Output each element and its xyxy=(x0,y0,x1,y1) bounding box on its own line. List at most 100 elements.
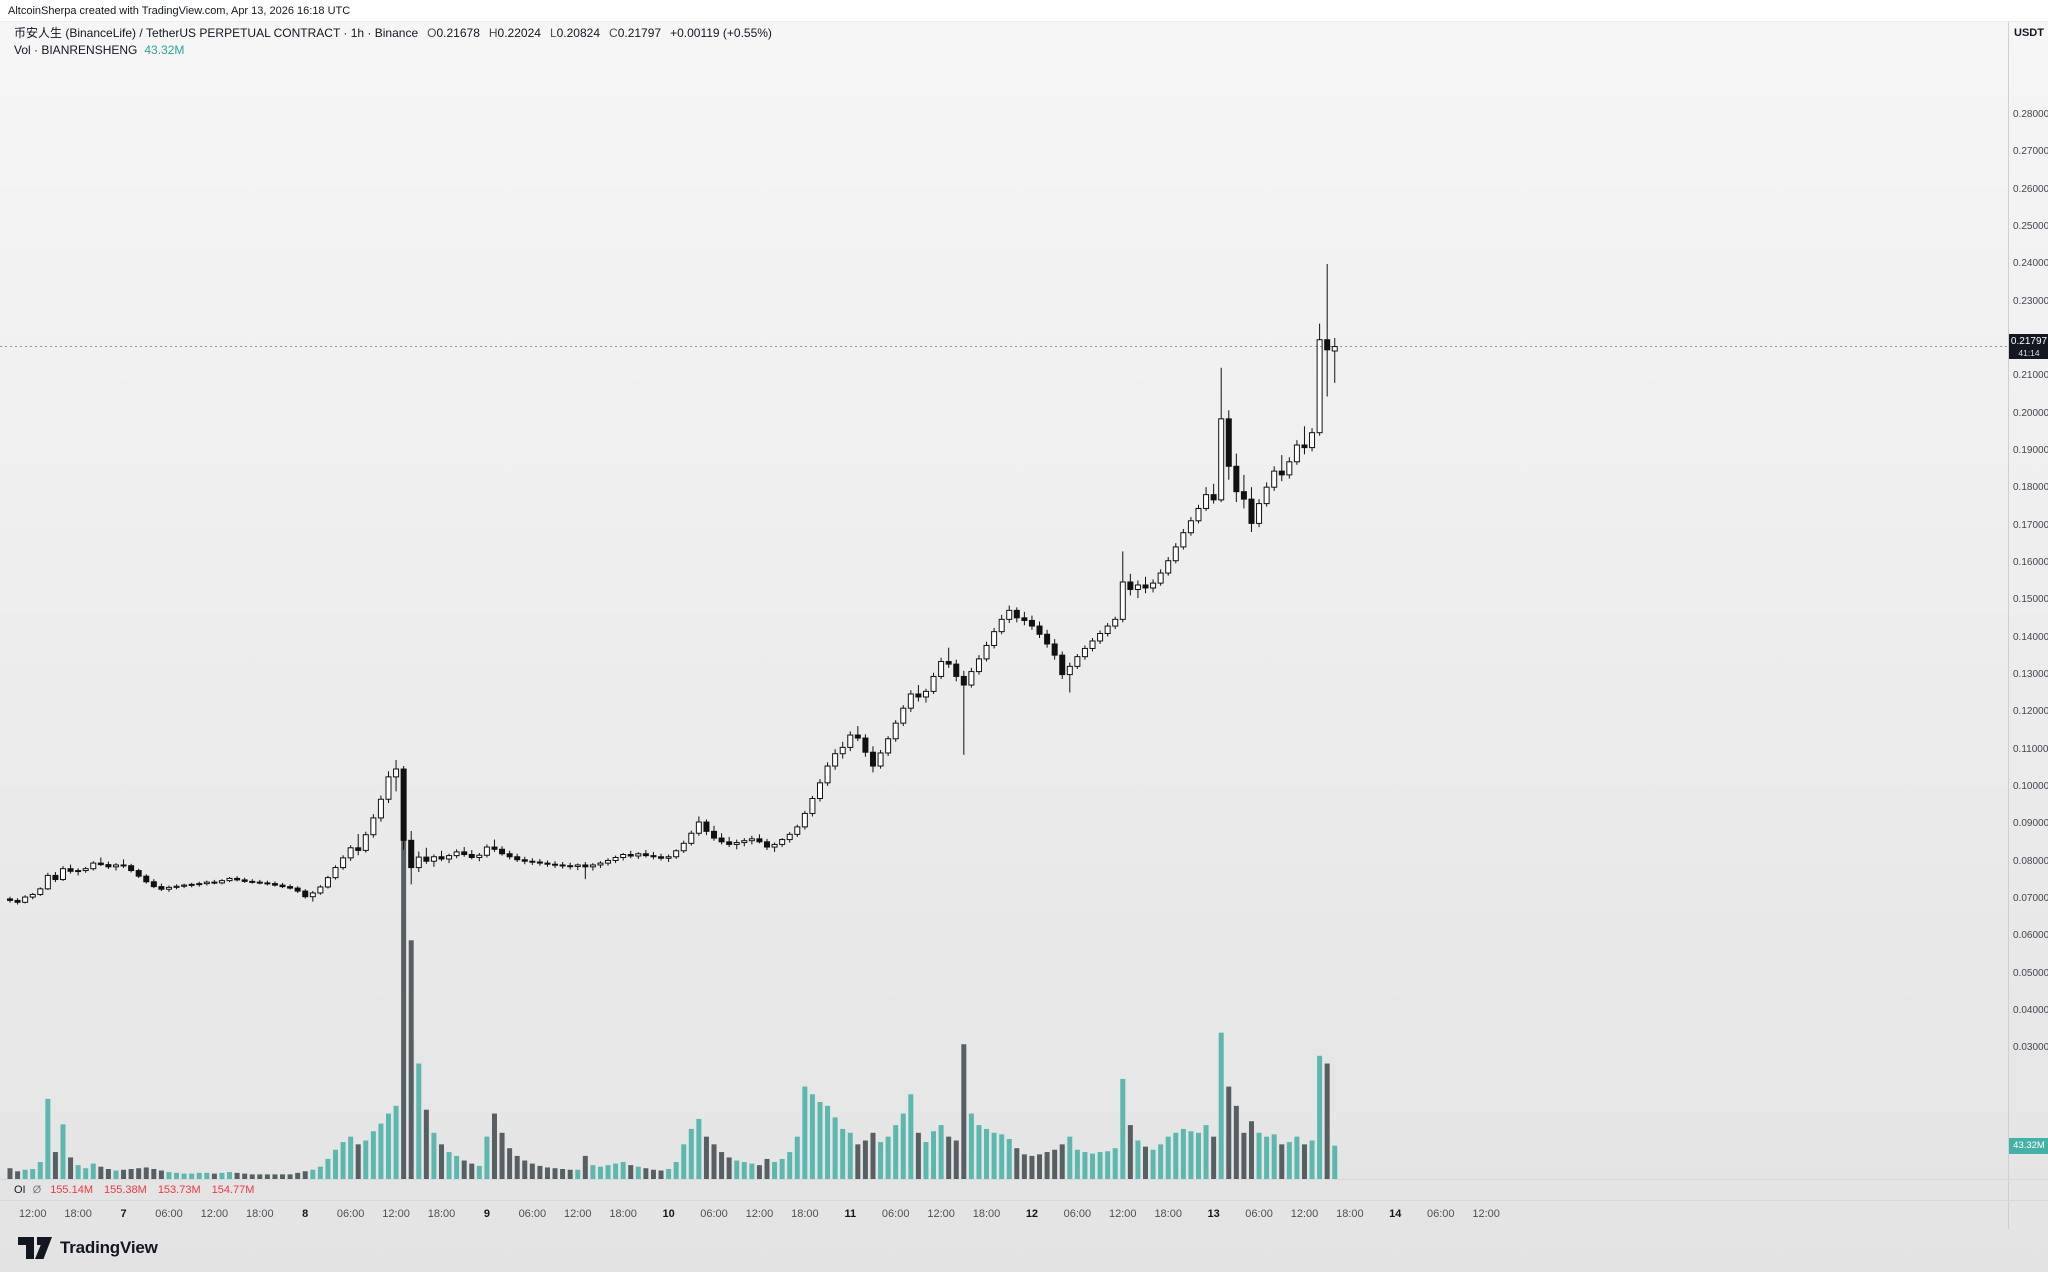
candle-down xyxy=(953,663,960,677)
volume-bar xyxy=(15,1171,21,1179)
candle-down xyxy=(552,863,559,866)
candle-up xyxy=(786,833,793,841)
candle-up xyxy=(938,661,945,677)
candlestick-chart[interactable] xyxy=(0,22,2008,1201)
volume-bar xyxy=(469,1163,475,1179)
volume-bar xyxy=(597,1166,603,1179)
volume-bar xyxy=(90,1163,96,1179)
current-price-badge: 0.21797 41:14 xyxy=(2009,333,2048,359)
candle-down xyxy=(499,848,506,855)
volume-bar xyxy=(590,1165,596,1179)
volume-bar xyxy=(756,1165,762,1179)
bar-countdown: 41:14 xyxy=(2018,347,2040,358)
candle-up xyxy=(900,707,907,724)
volume-bar xyxy=(719,1152,725,1179)
candle-down xyxy=(869,751,876,767)
candle-down xyxy=(960,675,967,686)
candle-down xyxy=(438,856,445,860)
volume-bar xyxy=(1158,1144,1164,1179)
price-axis-label: 0.03000 xyxy=(2013,1042,2048,1054)
volume-bar xyxy=(1218,1032,1224,1179)
volume-bar xyxy=(295,1172,301,1179)
volume-bar xyxy=(681,1144,687,1179)
volume-bar xyxy=(976,1125,982,1179)
candle-up xyxy=(975,658,982,673)
candle-down xyxy=(135,870,142,877)
oi-label: OI xyxy=(14,1184,26,1196)
candle-down xyxy=(128,865,135,872)
volume-badge: 43.32M xyxy=(2009,1137,2048,1154)
price-axis-label: 0.15000 xyxy=(2013,594,2048,606)
candle-down xyxy=(650,855,657,858)
volume-bar xyxy=(75,1165,81,1179)
volume-bar xyxy=(620,1162,626,1179)
volume-bar xyxy=(855,1144,861,1179)
price-axis-label: 0.10000 xyxy=(2013,780,2048,792)
tradingview-footer-logo[interactable]: TradingView xyxy=(18,1237,158,1259)
ohlc-open: O0.21678 xyxy=(427,26,480,40)
volume-bar xyxy=(1021,1154,1027,1179)
volume-indicator-label[interactable]: Vol · BIANRENSHENG xyxy=(14,43,138,57)
candle-up xyxy=(839,746,846,755)
volume-bar xyxy=(378,1123,384,1179)
time-axis[interactable]: 12:00 18:00 7 06:00 12:00 18:00 8 06:00 12:00 18:… xyxy=(0,1201,2008,1229)
candle-up xyxy=(1256,503,1263,524)
volume-bar xyxy=(673,1162,679,1179)
candle-up xyxy=(983,644,990,660)
price-axis-label: 0.05000 xyxy=(2013,967,2048,979)
candle-up xyxy=(930,675,937,692)
candle-down xyxy=(302,890,309,898)
volume-bar xyxy=(431,1132,437,1179)
candle-up xyxy=(801,812,808,828)
candle-up xyxy=(809,798,816,814)
candle-up xyxy=(1006,609,1013,620)
attribution-bar: AltcoinSherpa created with TradingView.c… xyxy=(0,0,2048,22)
price-axis-label: 0.11000 xyxy=(2013,743,2048,755)
time-axis-label: 06:00 xyxy=(1245,1208,1273,1220)
volume-bar xyxy=(946,1136,952,1179)
candle-up xyxy=(771,843,778,848)
volume-bar xyxy=(537,1165,543,1179)
price-axis[interactable]: USDT 0.28000 0.27000 0.26000 0.25000 0.24000… xyxy=(2008,22,2048,1229)
price-axis-label: 0.18000 xyxy=(2013,482,2048,494)
candle-up xyxy=(1104,625,1111,635)
symbol-legend-row: 币安人生 (BinanceLife) / TetherUS PERPETUAL … xyxy=(14,25,772,41)
volume-bar xyxy=(582,1155,588,1179)
candle-down xyxy=(506,853,513,858)
candle-down xyxy=(423,856,430,862)
open-interest-row[interactable]: OI Ø 155.14M 155.38M 153.73M 154.77M xyxy=(0,1179,2048,1201)
volume-bar xyxy=(280,1174,286,1179)
candle-up xyxy=(1187,520,1194,534)
ohlc-high: H0.22024 xyxy=(488,26,541,40)
volume-bar xyxy=(491,1113,497,1179)
candle-up xyxy=(90,862,97,870)
candle-up xyxy=(59,868,66,881)
volume-bar xyxy=(196,1172,202,1179)
time-axis-label: 18:00 xyxy=(609,1208,637,1220)
candle-up xyxy=(1097,633,1104,642)
candle-up xyxy=(370,817,377,836)
volume-bar xyxy=(484,1136,490,1179)
time-axis-label: 12:00 xyxy=(200,1208,229,1220)
candle-up xyxy=(309,892,316,898)
volume-bar xyxy=(30,1168,36,1179)
volume-bar xyxy=(900,1113,906,1179)
candle-up xyxy=(181,884,188,887)
volume-bar xyxy=(302,1171,308,1179)
volume-bar xyxy=(507,1148,513,1179)
candle-up xyxy=(188,883,195,886)
volume-bar xyxy=(953,1140,959,1179)
symbol-title[interactable]: 币安人生 (BinanceLife) / TetherUS PERPETUAL … xyxy=(14,26,419,40)
candle-down xyxy=(241,879,248,882)
candle-up xyxy=(832,753,839,767)
volume-bar xyxy=(22,1169,28,1179)
candle-down xyxy=(642,853,649,857)
chart-plot-area[interactable]: 币安人生 (BinanceLife) / TetherUS PERPETUAL … xyxy=(0,22,2008,1201)
candle-up xyxy=(1203,494,1210,509)
candle-up xyxy=(635,853,642,857)
candle-down xyxy=(256,881,263,884)
ohlc-low: L0.20824 xyxy=(549,26,601,40)
candle-down xyxy=(915,693,922,698)
volume-bar xyxy=(560,1168,566,1179)
volume-bar xyxy=(340,1142,346,1179)
